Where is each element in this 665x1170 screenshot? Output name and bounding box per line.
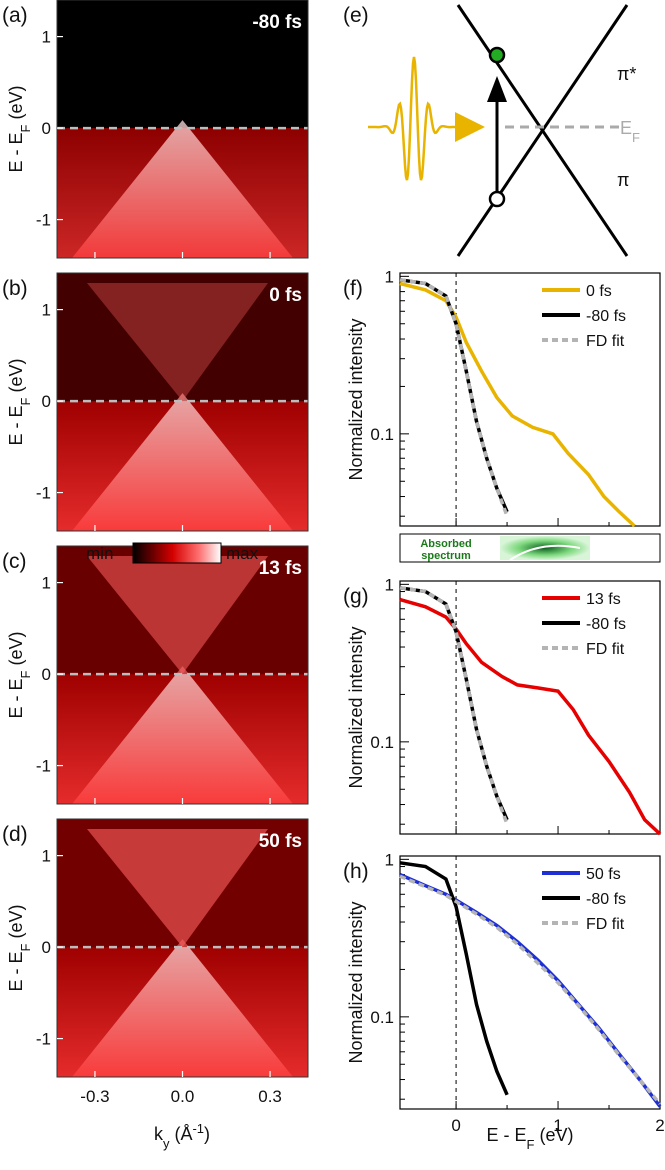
dirac-cone-lower bbox=[72, 666, 293, 804]
transition-arrow-head bbox=[487, 76, 507, 102]
legend-label: -80 fs bbox=[586, 616, 626, 633]
arpes-panel-2: (c) 13 fs 1 0 -1 E - EF (eV) bbox=[2, 545, 309, 805]
y-tick-label: 0.1 bbox=[370, 425, 394, 444]
dirac-cone-lower bbox=[72, 939, 293, 1077]
y-tick-label: 1 bbox=[42, 574, 51, 593]
y-axis-label: E - EF (eV) bbox=[6, 86, 33, 173]
series-line-FD-fit bbox=[399, 586, 509, 825]
x-tick-label: 0.3 bbox=[258, 1087, 282, 1106]
arpes-panel-1: (b) 0 fs 1 0 -1 E - EF (eV) bbox=[2, 272, 309, 532]
light-pulse bbox=[368, 56, 460, 181]
y-tick-label: 0 bbox=[42, 119, 51, 138]
arpes-panel-3: (d) 50 fs 1 0 -1 E - EF (eV) bbox=[2, 818, 309, 1078]
y-tick-label: -1 bbox=[36, 757, 51, 776]
x-tick-label: -0.3 bbox=[80, 1087, 109, 1106]
colorbar-gradient bbox=[132, 542, 222, 564]
panel-label: (c) bbox=[2, 550, 27, 573]
y-tick-label: 0 bbox=[42, 665, 51, 684]
y-tick-label: 0 bbox=[42, 392, 51, 411]
delay-label: 0 fs bbox=[269, 285, 302, 306]
legend-label: -80 fs bbox=[586, 891, 626, 908]
legend-label: -80 fs bbox=[586, 308, 626, 325]
y-tick-label: -1 bbox=[36, 1030, 51, 1049]
arpes-panel-0: (a) -80 fs 1 0 -1 E - EF (eV) bbox=[2, 0, 309, 259]
x-tick-label: 2 bbox=[655, 1116, 664, 1135]
y-tick-label: 0.1 bbox=[370, 733, 394, 752]
plot-frame bbox=[399, 580, 661, 835]
absorbed-curve bbox=[509, 544, 581, 561]
delay-label: 50 fs bbox=[259, 831, 302, 852]
dirac-cone-upper bbox=[87, 556, 268, 675]
delay-label: -80 fs bbox=[252, 12, 302, 33]
spectrum-panel-2: 1 0.1 50 fs -80 fs FD fit Normalized intensit… bbox=[346, 850, 665, 1151]
y-axis-label: E - EF (eV) bbox=[6, 632, 33, 719]
x-tick-label: 0.0 bbox=[171, 1087, 195, 1106]
y-axis-label: Normalized intensity bbox=[346, 901, 366, 1063]
panel-label: (g) bbox=[343, 585, 369, 608]
y-tick-label: 0 bbox=[42, 938, 51, 957]
spectrum-panel-1: 1 0.1 13 fs -80 fs FD fit Normalized intensit… bbox=[346, 575, 662, 836]
y-tick-label: 1 bbox=[42, 847, 51, 866]
legend-label: 50 fs bbox=[586, 866, 621, 883]
y-axis-label: Normalized intensity bbox=[346, 318, 366, 480]
band-pi-right bbox=[456, 4, 629, 257]
band-label-lower: π bbox=[617, 170, 629, 190]
panel-label: (h) bbox=[343, 860, 369, 883]
y-tick-label: 1 bbox=[385, 267, 394, 286]
dirac-cone-lower bbox=[72, 120, 293, 258]
y-tick-label: 0.1 bbox=[370, 1008, 394, 1027]
y-tick-label: 1 bbox=[42, 301, 51, 320]
x-axis-label: ky (Å-1) bbox=[154, 1121, 210, 1151]
series-line--80-fs bbox=[399, 861, 509, 1096]
excited-electron bbox=[488, 46, 506, 64]
y-tick-label: 1 bbox=[385, 850, 394, 869]
delay-label: 13 fs bbox=[259, 558, 302, 579]
dirac-cone-upper bbox=[87, 283, 268, 402]
series-line-13-fs bbox=[399, 597, 662, 836]
colorbar: min max bbox=[86, 542, 259, 564]
absorbed-label-line1: Absorbed bbox=[420, 538, 471, 550]
legend-label: FD fit bbox=[586, 641, 625, 658]
y-tick-label: 1 bbox=[42, 28, 51, 47]
panel-label: (b) bbox=[2, 277, 28, 300]
x-axis-label: E - EF (eV) bbox=[487, 1125, 574, 1152]
panel-label: (e) bbox=[343, 4, 369, 27]
spectrum-panel-0: 1 0.1 0 fs -80 fs FD fit Normalized intensity bbox=[346, 267, 661, 528]
series-line-FD-fit bbox=[399, 278, 509, 517]
colorbar-min-label: min bbox=[86, 544, 113, 563]
legend-label: 0 fs bbox=[586, 283, 612, 300]
colorbar-max-label: max bbox=[226, 544, 259, 563]
panel-label: (a) bbox=[2, 4, 28, 27]
panel-label: (f) bbox=[343, 277, 363, 300]
y-tick-label: 1 bbox=[385, 575, 394, 594]
band-label-upper: π* bbox=[617, 64, 636, 84]
y-axis-label: E - EF (eV) bbox=[6, 359, 33, 446]
plot-frame bbox=[399, 272, 661, 527]
dirac-cone-lower bbox=[72, 393, 293, 531]
x-tick-label: 0 bbox=[451, 1116, 460, 1135]
y-tick-label: -1 bbox=[36, 484, 51, 503]
hole-state bbox=[488, 190, 506, 208]
plot-frame bbox=[399, 855, 661, 1110]
legend-label: 13 fs bbox=[586, 591, 621, 608]
series-line-FD-fit bbox=[399, 874, 662, 1106]
y-tick-label: -1 bbox=[36, 211, 51, 230]
fermi-label: EF bbox=[620, 118, 640, 145]
legend-label: FD fit bbox=[586, 333, 625, 350]
y-axis-label: Normalized intensity bbox=[346, 626, 366, 788]
absorbed-label-line2: spectrum bbox=[421, 550, 471, 562]
dirac-cone-upper bbox=[87, 829, 268, 948]
legend-label: FD fit bbox=[586, 916, 625, 933]
panel-label: (d) bbox=[2, 823, 28, 846]
x-tick-label: 1 bbox=[553, 1116, 562, 1135]
y-axis-label: E - EF (eV) bbox=[6, 905, 33, 992]
pulse-arrow-head bbox=[455, 112, 485, 142]
excited-population bbox=[57, 273, 308, 402]
